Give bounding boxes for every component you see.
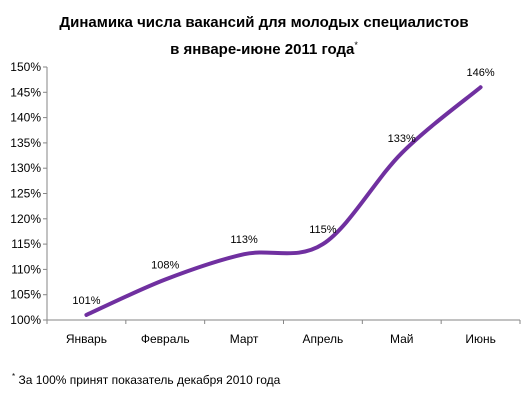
- y-tick-label: 110%: [11, 262, 41, 276]
- y-tick-label: 130%: [10, 161, 41, 175]
- footnote-text: За 100% принят показатель декабря 2010 г…: [18, 373, 281, 387]
- chart-title-line2-wrap: в январе-июне 2011 года*: [0, 34, 528, 61]
- data-label: 108%: [151, 260, 179, 272]
- chart-title-line1: Динамика числа вакансий для молодых спец…: [59, 14, 469, 31]
- x-tick-label: Январь: [66, 332, 107, 346]
- data-label: 115%: [309, 224, 337, 236]
- y-tick-label: 145%: [10, 85, 41, 99]
- y-tick-label: 115%: [11, 237, 41, 251]
- data-label: 101%: [72, 295, 100, 307]
- x-tick-label: Июнь: [465, 332, 496, 346]
- chart-title: Динамика числа вакансий для молодых спец…: [0, 12, 528, 61]
- x-tick-label: Май: [390, 332, 414, 346]
- data-labels: 101% 108% 113% 115% 133% 146%: [72, 67, 495, 307]
- chart-title-mark: *: [354, 40, 358, 50]
- footnote-mark: *: [12, 372, 16, 381]
- y-tick-label: 135%: [10, 136, 41, 150]
- y-tick-label: 120%: [10, 212, 41, 226]
- chart-title-line2: в январе-июне 2011 года: [170, 41, 355, 58]
- data-label: 133%: [388, 133, 416, 145]
- x-tick-label: Февраль: [141, 332, 190, 346]
- x-tick-label: Апрель: [303, 332, 344, 346]
- y-tick-label: 150%: [10, 60, 41, 74]
- data-label: 113%: [230, 234, 258, 246]
- x-axis-ticks: Январь Февраль Март Апрель Май Июнь: [46, 320, 521, 346]
- y-tick-label: 105%: [10, 288, 41, 302]
- y-axis-ticks: 100% 105% 110% 115% 120% 125% 130% 135% 140% 145%…: [10, 60, 47, 327]
- y-tick-label: 140%: [10, 111, 41, 125]
- footnote: * За 100% принят показатель декабря 2010…: [12, 372, 280, 387]
- x-tick-label: Март: [230, 332, 259, 346]
- y-tick-label: 100%: [10, 313, 41, 327]
- series: [84, 85, 483, 317]
- series-line: [84, 85, 483, 317]
- y-tick-label: 125%: [10, 187, 41, 201]
- data-label: 146%: [467, 67, 495, 79]
- chart-axes: [46, 67, 520, 321]
